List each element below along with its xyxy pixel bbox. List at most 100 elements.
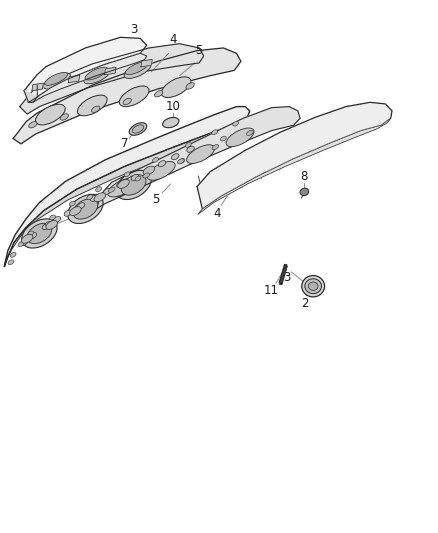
Text: 4: 4 [213, 207, 221, 220]
Ellipse shape [118, 180, 129, 188]
Ellipse shape [300, 188, 309, 196]
Ellipse shape [70, 207, 81, 215]
Ellipse shape [94, 193, 106, 201]
Ellipse shape [143, 166, 155, 175]
Ellipse shape [90, 195, 98, 201]
Ellipse shape [124, 62, 151, 78]
Ellipse shape [21, 235, 33, 243]
Ellipse shape [135, 176, 141, 181]
Ellipse shape [43, 73, 71, 89]
Ellipse shape [68, 195, 103, 223]
Polygon shape [32, 83, 43, 91]
Ellipse shape [46, 221, 57, 229]
Ellipse shape [171, 154, 179, 160]
Ellipse shape [77, 203, 85, 209]
Text: 10: 10 [166, 100, 180, 113]
Ellipse shape [158, 160, 166, 167]
Ellipse shape [117, 181, 124, 188]
Ellipse shape [186, 83, 194, 89]
Text: 2: 2 [300, 297, 308, 310]
Polygon shape [198, 118, 391, 214]
Ellipse shape [10, 252, 16, 257]
Ellipse shape [84, 68, 111, 84]
Ellipse shape [87, 195, 93, 200]
Ellipse shape [187, 146, 194, 152]
Ellipse shape [226, 128, 254, 147]
Ellipse shape [108, 178, 136, 197]
Ellipse shape [155, 91, 163, 97]
Ellipse shape [212, 130, 218, 135]
Ellipse shape [103, 188, 111, 195]
Ellipse shape [35, 104, 65, 125]
Ellipse shape [116, 171, 151, 199]
Ellipse shape [152, 157, 159, 163]
Ellipse shape [20, 239, 28, 246]
Ellipse shape [27, 223, 52, 244]
Ellipse shape [85, 67, 108, 80]
Ellipse shape [121, 175, 146, 195]
Ellipse shape [22, 219, 57, 248]
Polygon shape [197, 102, 392, 209]
Polygon shape [24, 91, 37, 102]
Ellipse shape [143, 173, 149, 178]
Polygon shape [279, 264, 287, 285]
Text: 4: 4 [169, 34, 177, 46]
Ellipse shape [124, 172, 130, 177]
Ellipse shape [60, 114, 68, 120]
Ellipse shape [64, 210, 72, 216]
Ellipse shape [247, 131, 253, 135]
Text: 7: 7 [121, 138, 129, 150]
Polygon shape [13, 48, 241, 144]
Ellipse shape [78, 95, 107, 116]
Ellipse shape [45, 221, 51, 227]
Polygon shape [4, 117, 247, 266]
Text: 5: 5 [152, 193, 159, 206]
Ellipse shape [73, 199, 98, 219]
Ellipse shape [45, 72, 67, 85]
Ellipse shape [129, 123, 147, 135]
Ellipse shape [29, 122, 37, 128]
Ellipse shape [162, 117, 179, 128]
Ellipse shape [69, 201, 75, 206]
Ellipse shape [185, 142, 191, 148]
Polygon shape [68, 75, 80, 83]
Ellipse shape [233, 121, 239, 126]
Polygon shape [24, 37, 147, 102]
Text: 3: 3 [283, 271, 290, 284]
Ellipse shape [8, 260, 14, 265]
Ellipse shape [108, 187, 115, 192]
Text: 8: 8 [301, 171, 308, 183]
Ellipse shape [42, 223, 50, 230]
Polygon shape [105, 67, 116, 75]
Ellipse shape [220, 136, 226, 141]
Ellipse shape [120, 86, 149, 107]
Ellipse shape [308, 282, 318, 290]
Ellipse shape [177, 159, 184, 164]
Ellipse shape [161, 77, 191, 98]
Text: 11: 11 [264, 284, 279, 297]
Ellipse shape [29, 232, 37, 239]
Ellipse shape [123, 98, 131, 104]
Ellipse shape [179, 158, 185, 164]
Ellipse shape [187, 145, 215, 164]
Text: 3: 3 [130, 23, 137, 36]
Ellipse shape [53, 216, 61, 223]
Ellipse shape [147, 161, 175, 180]
Ellipse shape [212, 144, 219, 150]
Polygon shape [4, 107, 250, 266]
Ellipse shape [125, 62, 148, 75]
Ellipse shape [302, 276, 325, 297]
Ellipse shape [132, 125, 144, 133]
Ellipse shape [49, 215, 56, 220]
Ellipse shape [131, 174, 139, 181]
Ellipse shape [18, 241, 24, 247]
Ellipse shape [92, 106, 100, 112]
Polygon shape [28, 53, 147, 102]
Polygon shape [141, 59, 152, 67]
Ellipse shape [144, 167, 152, 174]
Polygon shape [96, 107, 300, 209]
Polygon shape [20, 44, 204, 114]
Ellipse shape [28, 231, 34, 236]
Ellipse shape [305, 279, 321, 294]
Text: 6: 6 [33, 223, 41, 236]
